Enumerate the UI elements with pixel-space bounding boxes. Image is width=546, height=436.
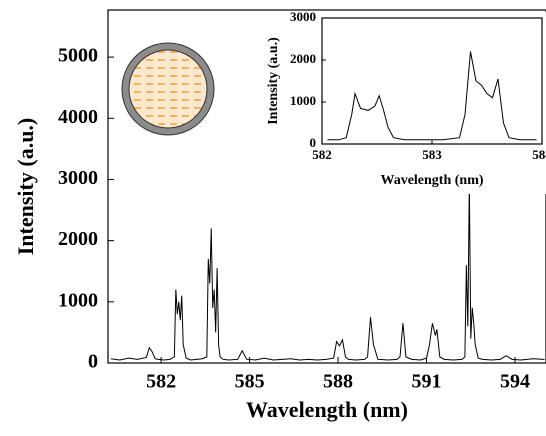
spectrum-line (110, 182, 545, 361)
y-tick-label: 2000 (58, 228, 98, 250)
x-tick-label: 582 (146, 371, 176, 393)
x-tick-label: 585 (235, 371, 265, 393)
inset-background (268, 12, 546, 194)
y-tick-label: 1000 (290, 93, 316, 108)
y-tick-label: 3000 (290, 9, 316, 24)
y-tick-label: 0 (88, 351, 98, 373)
x-axis-title: Wavelength (nm) (246, 397, 408, 422)
fiber-icon (121, 42, 215, 136)
x-tick-label: 591 (412, 371, 442, 393)
x-tick-label: 584 (532, 147, 546, 162)
x-tick-label: 582 (312, 147, 332, 162)
plot-frame (107, 9, 546, 364)
y-tick-label: 5000 (58, 45, 98, 67)
spectrum-line (327, 51, 537, 141)
y-tick-label: 1000 (58, 289, 98, 311)
y-tick-label: 3000 (58, 167, 98, 189)
x-tick-label: 583 (422, 147, 442, 162)
x-tick-label: 588 (323, 371, 353, 393)
y-tick-label: 2000 (290, 51, 316, 66)
y-axis-title: Intensity (a.u.) (266, 37, 281, 125)
y-tick-label: 0 (310, 135, 317, 150)
y-axis-title: Intensity (a.u.) (13, 118, 38, 256)
y-tick-label: 4000 (58, 106, 98, 128)
inset-plot: 0 1000 2000 3000 582 583 584 Wavelength (nm) Int… (266, 9, 546, 188)
main-plot: 0 1000 2000 3000 4000 5000 582 585 588 591 594 Wave… (13, 9, 546, 422)
x-tick-label: 594 (500, 371, 530, 393)
x-axis-title: Wavelength (nm) (380, 173, 483, 188)
